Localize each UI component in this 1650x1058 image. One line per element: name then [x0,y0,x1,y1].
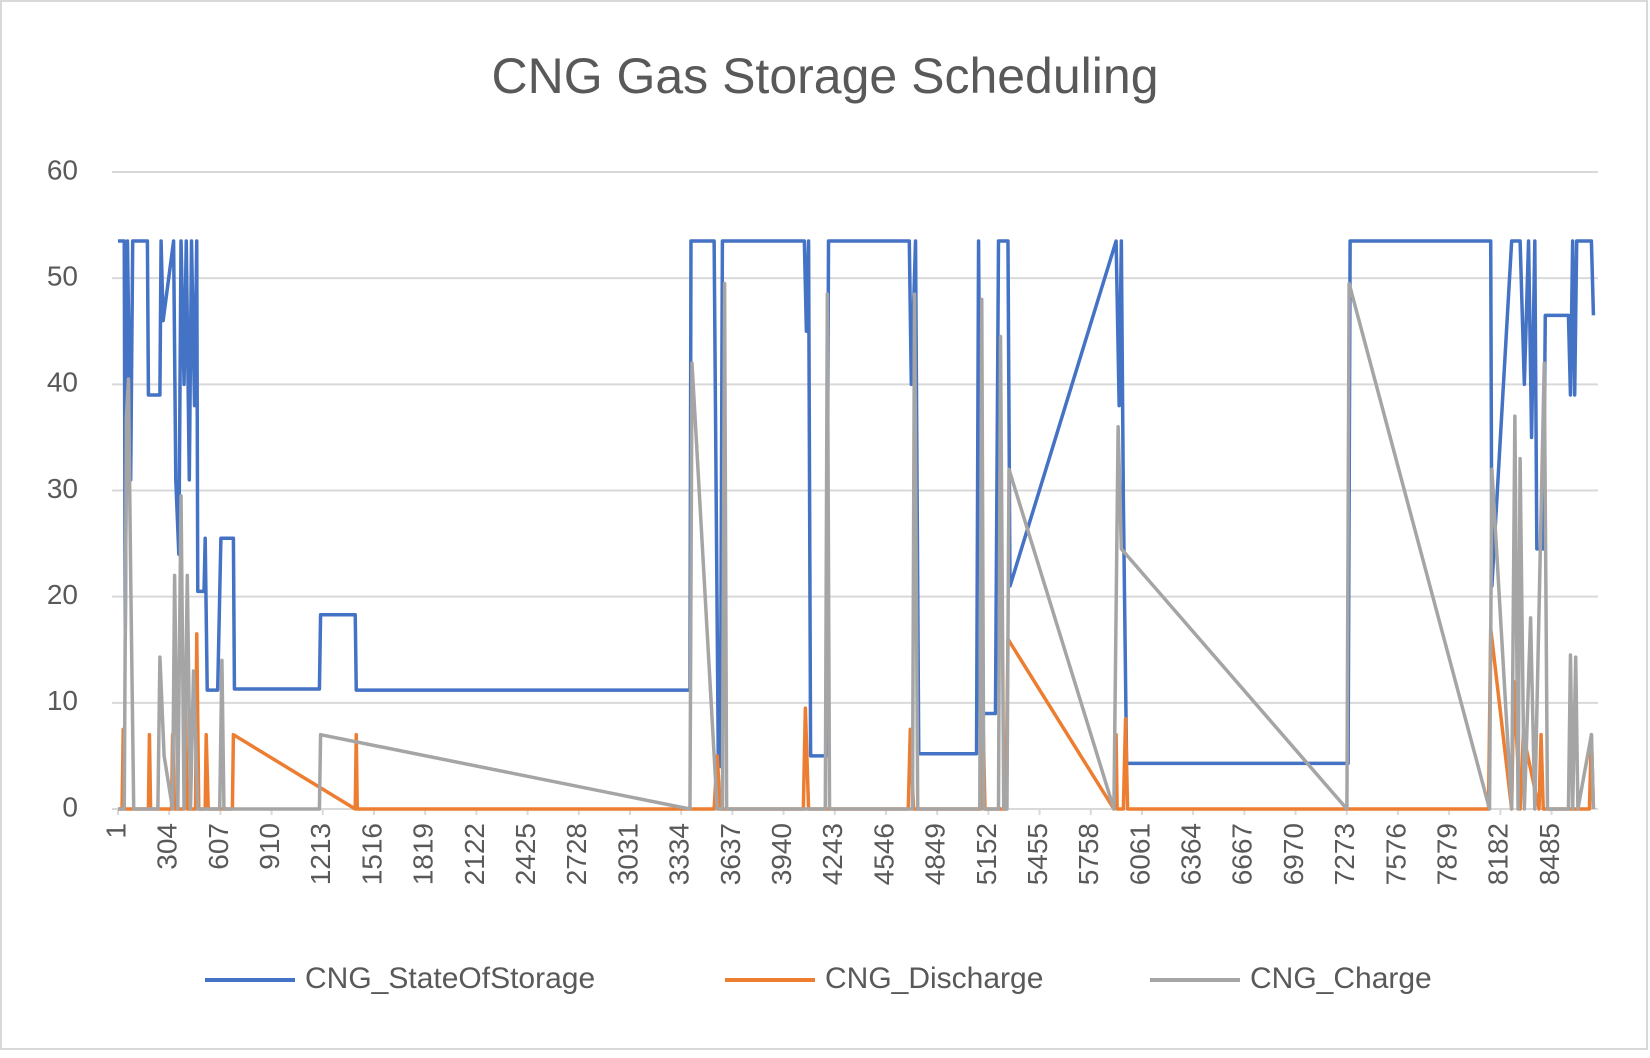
x-tick-label: 7879 [1432,823,1463,885]
x-tick-label: 2425 [510,823,541,885]
x-tick-label: 4546 [868,823,899,885]
series-line [118,281,1596,811]
series-line [118,239,1596,769]
x-tick-label: 1 [100,823,131,839]
x-tick-label: 8182 [1483,823,1514,885]
y-tick-label: 60 [47,154,78,185]
x-tick-label: 6667 [1227,823,1258,885]
legend-label: CNG_StateOfStorage [305,962,595,995]
x-tick-label: 7273 [1329,823,1360,885]
y-tick-label: 30 [47,473,78,504]
x-tick-label: 5758 [1073,823,1104,885]
chart-title: CNG Gas Storage Scheduling [491,48,1158,104]
x-tick-label: 1819 [408,823,439,885]
x-tick-label: 304 [152,823,183,870]
legend-label: CNG_Charge [1250,962,1432,995]
y-tick-label: 40 [47,367,78,398]
y-tick-label: 20 [47,579,78,610]
x-tick-label: 2122 [459,823,490,885]
x-tick-label: 607 [203,823,234,870]
x-tick-label: 1213 [305,823,336,885]
y-tick-label: 0 [62,791,78,822]
x-tick-label: 3031 [612,823,643,885]
x-tick-label: 3637 [715,823,746,885]
x-tick-label: 6061 [1124,823,1155,885]
x-tick-label: 8485 [1534,823,1565,885]
x-tick-label: 3940 [766,823,797,885]
legend-label: CNG_Discharge [825,962,1043,995]
x-tick-label: 3334 [664,823,695,885]
x-tick-label: 5152 [971,823,1002,885]
x-tick-label: 7576 [1380,823,1411,885]
x-tick-label: 5455 [1022,823,1053,885]
x-tick-label: 4243 [817,823,848,885]
x-tick-label: 6970 [1278,823,1309,885]
x-tick-label: 6364 [1176,823,1207,885]
y-tick-label: 50 [47,261,78,292]
x-tick-label: 1516 [356,823,387,885]
y-tick-label: 10 [47,685,78,716]
x-tick-label: 910 [254,823,285,870]
x-tick-label: 2728 [561,823,592,885]
x-tick-label: 4849 [920,823,951,885]
